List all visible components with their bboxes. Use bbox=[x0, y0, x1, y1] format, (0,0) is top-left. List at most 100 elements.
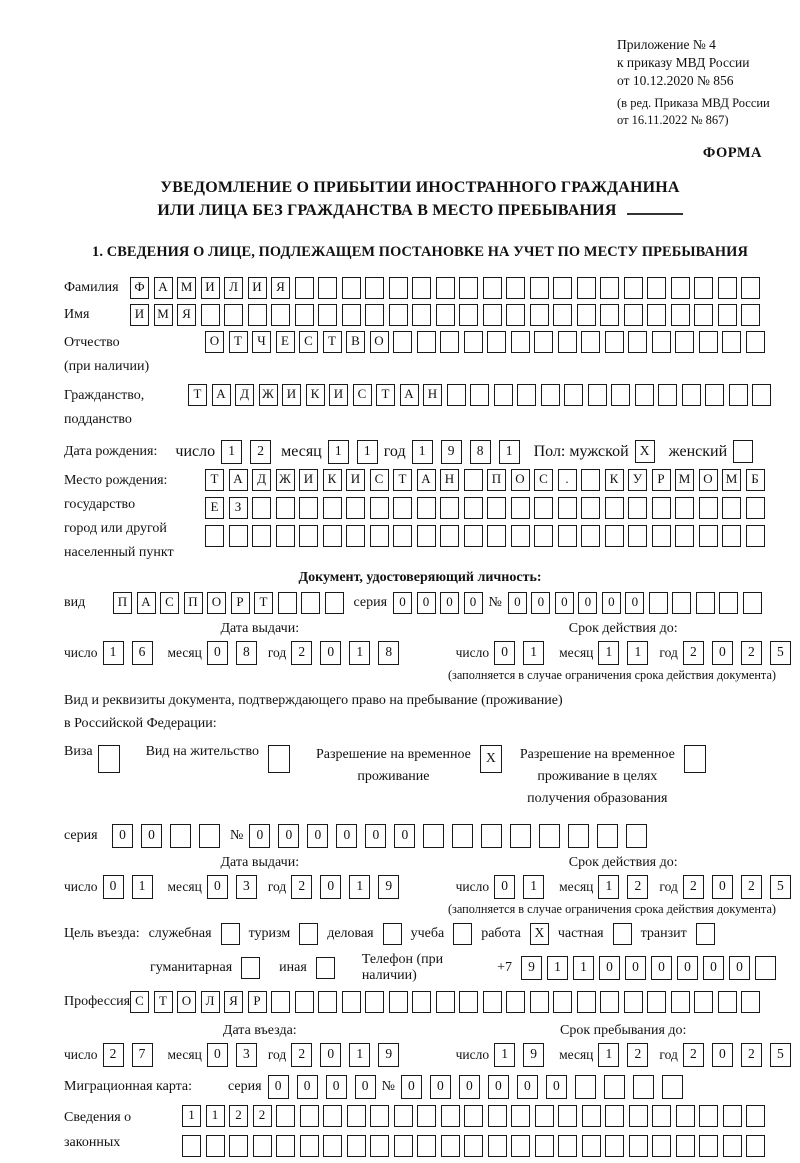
form-cell: Ф bbox=[130, 276, 149, 299]
purpose-transit-checkbox bbox=[695, 922, 715, 945]
residence-permit-checkbox bbox=[267, 744, 290, 773]
form-cell: 0 bbox=[703, 955, 724, 980]
form-cell: Н bbox=[440, 468, 459, 491]
form-cell bbox=[440, 1104, 460, 1127]
form-cell: С bbox=[352, 383, 372, 406]
year-label: год bbox=[267, 644, 287, 660]
form-cell: 9 bbox=[521, 955, 542, 980]
form-cell: Т bbox=[228, 330, 248, 353]
form-cell: 1 bbox=[411, 439, 433, 464]
form-cell: Т bbox=[153, 990, 173, 1013]
form-cell: 0 bbox=[651, 955, 672, 980]
form-cell bbox=[752, 383, 771, 406]
form-cell bbox=[299, 524, 318, 547]
form-cell bbox=[540, 383, 560, 406]
form-cell bbox=[581, 330, 600, 353]
form-cell bbox=[341, 276, 361, 299]
form-cell: П bbox=[487, 468, 506, 491]
form-cell bbox=[182, 1134, 201, 1157]
rvp-education-item: Разрешение на временное проживание в цел… bbox=[520, 744, 706, 810]
form-cell: 5 bbox=[769, 874, 791, 899]
form-cell: 0 bbox=[494, 874, 516, 899]
form-cell: 1 bbox=[205, 1104, 225, 1127]
form-cell bbox=[277, 591, 297, 614]
month-label: месяц bbox=[281, 442, 322, 460]
form-cell: Р bbox=[247, 990, 267, 1013]
form-cell bbox=[482, 276, 502, 299]
form-cell bbox=[463, 496, 483, 519]
form-cell: 0 bbox=[141, 823, 162, 848]
visa-checkbox bbox=[97, 744, 120, 773]
form-cell bbox=[628, 1134, 648, 1157]
section1-heading: 1. СВЕДЕНИЯ О ЛИЦЕ, ПОДЛЕЖАЩЕМ ПОСТАНОВК… bbox=[92, 243, 748, 260]
form-cell bbox=[741, 303, 760, 326]
form-cell bbox=[623, 276, 643, 299]
form-cell bbox=[205, 1134, 225, 1157]
form-cell bbox=[205, 524, 224, 547]
phone-label: Телефон (при наличии) bbox=[361, 951, 444, 983]
form-cell bbox=[271, 990, 290, 1013]
form-cell: 0 bbox=[206, 640, 228, 665]
form-cell: С bbox=[369, 468, 389, 491]
form-cell bbox=[463, 468, 483, 491]
form-cell bbox=[647, 990, 666, 1013]
form-cell bbox=[529, 990, 549, 1013]
form-cell bbox=[416, 496, 436, 519]
form-cell bbox=[318, 303, 337, 326]
form-cell: 1 bbox=[598, 1042, 620, 1067]
sex-male-checkbox: X bbox=[634, 440, 655, 464]
form-cell: 0 bbox=[554, 591, 574, 614]
form-cell: Н bbox=[423, 383, 442, 406]
form-cell bbox=[393, 496, 412, 519]
form-cell: . bbox=[557, 468, 577, 491]
form-cell: 0 bbox=[416, 591, 436, 614]
form-cell: 1 bbox=[349, 1042, 371, 1067]
form-cell: 2 bbox=[740, 640, 762, 665]
form-cell bbox=[324, 591, 344, 614]
form-cell: 0 bbox=[365, 823, 387, 848]
form-cell bbox=[648, 591, 668, 614]
doc-issue-heading: Дата выдачи: bbox=[220, 620, 300, 636]
form-cell bbox=[632, 1074, 654, 1099]
form-cell bbox=[506, 303, 525, 326]
form-cell bbox=[698, 524, 718, 547]
form-cell: 2 bbox=[682, 1042, 704, 1067]
form-cell: 1 bbox=[598, 640, 620, 665]
form-cell bbox=[728, 383, 748, 406]
purpose-other-label: иная bbox=[279, 959, 307, 975]
rvp-education-caption-line2: проживание в целях bbox=[537, 768, 658, 784]
form-cell bbox=[252, 496, 271, 519]
form-cell bbox=[699, 1104, 718, 1127]
form-cell bbox=[719, 591, 739, 614]
form-cell: П bbox=[113, 591, 132, 614]
form-cell bbox=[603, 1074, 625, 1099]
form-cell: 1 bbox=[598, 874, 620, 899]
citizenship-label-line1: Гражданство, bbox=[64, 387, 145, 403]
form-cell bbox=[604, 524, 624, 547]
form-cell: 9 bbox=[523, 1042, 545, 1067]
representatives-label-line: представителях bbox=[64, 1155, 182, 1163]
form-cell: 0 bbox=[320, 874, 342, 899]
year-label: год bbox=[659, 644, 678, 660]
form-cell: 1 bbox=[349, 874, 371, 899]
form-cell: 0 bbox=[400, 1074, 422, 1099]
form-cell: 8 bbox=[378, 640, 400, 665]
form-cell bbox=[388, 990, 408, 1013]
form-title: УВЕДОМЛЕНИЕ О ПРИБЫТИИ ИНОСТРАННОГО ГРАЖ… bbox=[64, 176, 776, 222]
form-cell bbox=[487, 496, 506, 519]
form-cell bbox=[695, 591, 715, 614]
forma-label: ФОРМА bbox=[702, 144, 762, 161]
form-title-line2: ИЛИ ЛИЦА БЕЗ ГРАЖДАНСТВА В МЕСТО ПРЕБЫВА… bbox=[64, 199, 776, 222]
purpose-private-label: частная bbox=[557, 925, 604, 941]
